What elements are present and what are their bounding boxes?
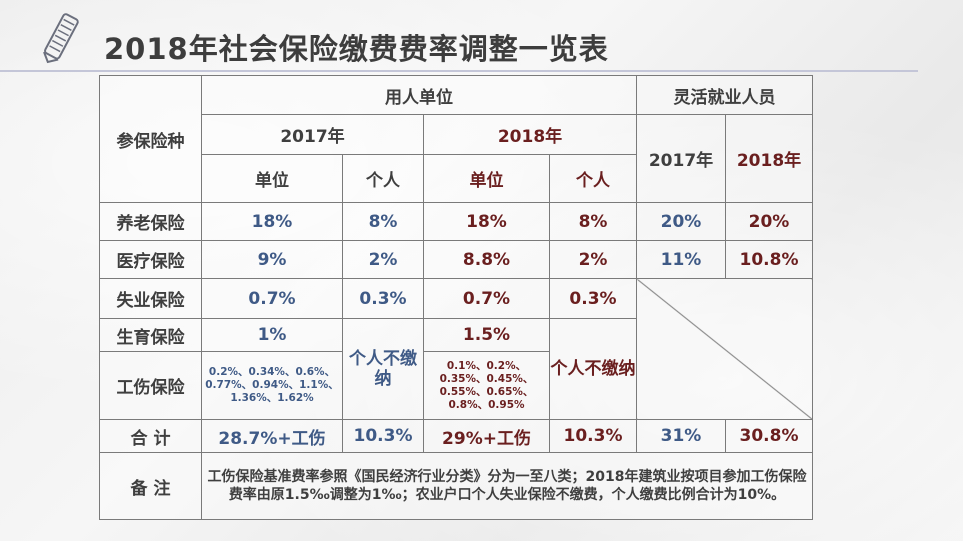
table-total-row: 合 计 28.7%+工伤 10.3% 29%+工伤 10.3% 31% 30.8…: [99, 419, 813, 453]
table-cell: 0.3%: [549, 278, 637, 319]
row-label: 养老保险: [99, 202, 202, 241]
table-row: 医疗保险 9% 2% 8.8% 2% 11% 10.8%: [99, 240, 813, 279]
table-cell: 10.8%: [725, 240, 813, 279]
table-cell: 0.3%: [342, 278, 424, 319]
row-label: 医疗保险: [99, 240, 202, 279]
flexible-2018-header: 2018年: [725, 114, 813, 203]
employer-header: 用人单位: [201, 75, 637, 115]
table-cell: 0.1%、0.2%、0.35%、0.45%、0.55%、0.65%、0.8%、0…: [423, 351, 550, 420]
empty-diagonal-cell: [636, 278, 813, 420]
table-cell: 10.3%: [549, 419, 637, 453]
employer-2017-header: 2017年: [201, 114, 424, 155]
pencil-notebook-icon: [43, 13, 79, 64]
table-header-row: 参保险种 用人单位 灵活就业人员: [99, 75, 813, 203]
title-divider: [0, 70, 918, 72]
table-header-row: 2017年 2018年 2017年 2018年: [100, 114, 813, 203]
note-row: 备 注 工伤保险基准费率参照《国民经济行业分类》分为一至八类；2018年建筑业按…: [99, 452, 813, 520]
flexible-header: 灵活就业人员: [636, 75, 813, 115]
employer-2018-header: 2018年: [423, 114, 637, 155]
flexible-2017-header: 2017年: [636, 114, 726, 203]
personal-2017-header: 个人: [342, 154, 424, 203]
table-cell: 20%: [725, 202, 813, 241]
table-cell: 0.7%: [423, 278, 550, 319]
table-cell: 30.8%: [725, 419, 813, 453]
table-cell: 29%+工伤: [423, 419, 550, 453]
table-row: 工伤保险 0.2%、0.34%、0.6%、0.77%、0.94%、1.1%、1.…: [99, 351, 813, 420]
total-label: 合 计: [99, 419, 202, 453]
row-label: 生育保险: [99, 318, 202, 352]
corner-header: 参保险种: [99, 75, 202, 203]
table-cell: 28.7%+工伤: [201, 419, 343, 453]
table-cell: 0.7%: [201, 278, 343, 319]
table-row: 生育保险 1% 个人不缴纳 1.5% 个人不缴纳: [99, 318, 813, 420]
table-cell: 2%: [342, 240, 424, 279]
table-cell: 31%: [636, 419, 726, 453]
personal-2018-header: 个人: [549, 154, 637, 203]
note-text: 工伤保险基准费率参照《国民经济行业分类》分为一至八类；2018年建筑业按项目参加…: [201, 452, 813, 520]
no-pay-cell: 个人不缴纳: [342, 318, 424, 420]
row-label: 工伤保险: [99, 351, 202, 420]
no-pay-cell: 个人不缴纳: [549, 318, 637, 420]
table-cell: 2%: [549, 240, 637, 279]
table-row: 养老保险 18% 8% 18% 8% 20% 20%: [99, 202, 813, 241]
unit-2017-header: 单位: [201, 154, 343, 203]
note-label: 备 注: [99, 452, 202, 520]
row-label: 失业保险: [99, 278, 202, 319]
page-title: 2018年社会保险缴费费率调整一览表: [104, 32, 609, 66]
table-cell: 18%: [201, 202, 343, 241]
table-cell: 18%: [423, 202, 550, 241]
table-row: 失业保险 0.7% 0.3% 0.7% 0.3%: [99, 278, 813, 420]
table-cell: 8.8%: [423, 240, 550, 279]
table-cell: 20%: [636, 202, 726, 241]
table-cell: 8%: [549, 202, 637, 241]
rates-table: 参保险种 用人单位 灵活就业人员 2017年 2018年 2017年 2018年…: [99, 75, 813, 520]
table-cell: 9%: [201, 240, 343, 279]
table-cell: 1.5%: [423, 318, 550, 352]
table-cell: 10.3%: [342, 419, 424, 453]
table-cell: 8%: [342, 202, 424, 241]
table-cell: 0.2%、0.34%、0.6%、0.77%、0.94%、1.1%、1.36%、1…: [201, 351, 343, 420]
table-header-row: 单位 个人 单位 个人: [100, 154, 813, 203]
table-cell: 1%: [201, 318, 343, 352]
table-cell: 11%: [636, 240, 726, 279]
unit-2018-header: 单位: [423, 154, 550, 203]
